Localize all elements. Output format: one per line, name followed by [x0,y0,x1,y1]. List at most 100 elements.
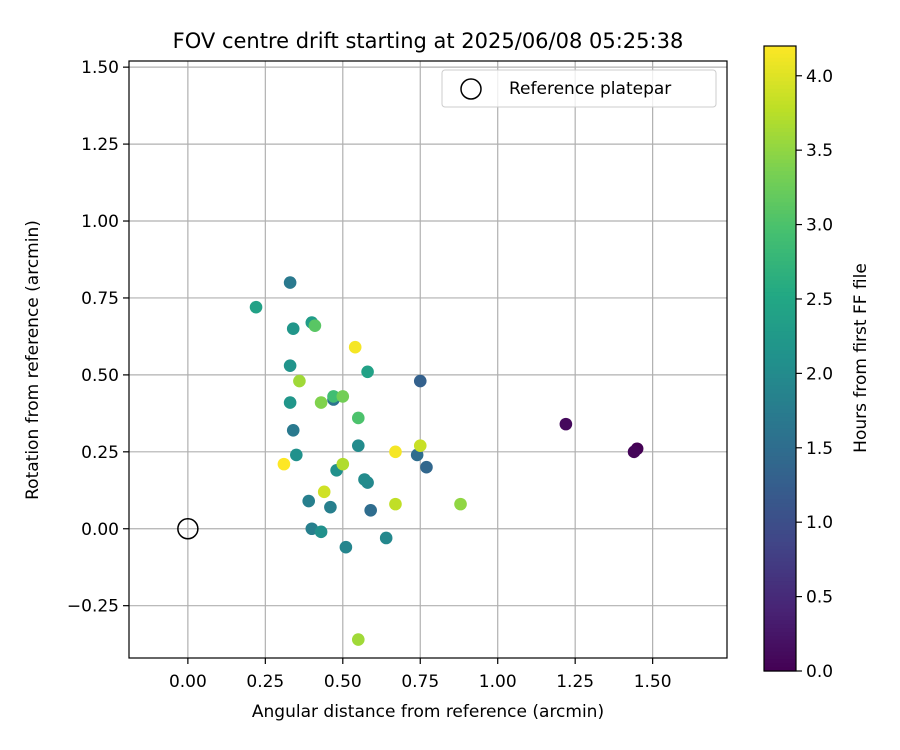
colorbar-ticks: 0.0 0.5 1.0 1.5 2.0 2.5 3.0 3.5 4.0 [796,67,833,682]
reference-point [177,518,199,540]
data-point [249,300,263,314]
data-point [286,423,300,437]
data-point [351,439,365,452]
data-point [351,411,365,425]
colorbar-strip [764,237,796,242]
colorbar-strip [764,588,796,594]
colorbar-strip [764,73,796,78]
colorbar-strip [764,358,796,364]
colorbar-strip [764,104,796,110]
colorbar-strip [764,581,796,586]
colorbar-strip [764,264,796,270]
colorbar-tick-label: 4.0 [806,67,833,87]
data-point [324,500,337,514]
colorbar-strip [764,362,796,367]
colorbar-strip [764,542,796,547]
colorbar-strip [764,565,796,571]
colorbar-strip [764,491,796,496]
colorbar-strip [764,202,796,207]
colorbar-strip [764,522,796,528]
colorbar-strip [764,307,796,313]
colorbar-strip [764,366,796,371]
colorbar-strip [764,506,796,512]
data-point [389,445,402,459]
colorbar-strip [764,463,796,469]
colorbar-strip [764,116,796,121]
colorbar-strip [764,573,796,578]
colorbar-strip [764,249,796,254]
colorbar-strip [764,526,796,531]
y-tick-label: 1.25 [81,135,119,155]
colorbar-label: Hours from first FF file [851,263,871,453]
colorbar-strip [764,338,796,344]
chart-title: FOV centre drift starting at 2025/06/08 … [173,29,684,53]
colorbar-strip [764,467,796,473]
colorbar-strip [764,417,796,422]
data-point [327,390,340,403]
legend-label-reference: Reference platepar [509,79,671,99]
data-point [339,540,353,554]
colorbar-strip [764,612,796,617]
y-tick-label: 1.50 [81,58,119,78]
colorbar-strip [764,147,796,153]
x-tick-label: 1.25 [556,672,594,692]
colorbar-strip [764,421,796,426]
colorbar-strip [764,77,796,82]
colorbar-strip [764,534,796,539]
colorbar-strip [764,428,796,434]
colorbar-strip [764,182,796,188]
colorbar-strip [764,456,796,461]
colorbar-strip [764,296,796,301]
data-point [302,494,316,508]
data-points [177,276,644,646]
legend-box [441,69,717,108]
legend-marker-reference [460,78,482,100]
colorbar-strip [764,61,796,67]
colorbar-strip [764,518,796,524]
colorbar-strip [764,471,796,477]
data-point [293,374,306,388]
colorbar-strip [764,319,796,324]
colorbar-strip [764,256,796,262]
colorbar-strip [764,299,796,305]
colorbar-strip [764,163,796,168]
colorbar-strip [764,159,796,164]
colorbar-strip [764,401,796,406]
colorbar-strip [764,440,796,446]
y-axis-ticks: −0.25 0.00 0.25 0.50 0.75 1.00 1.25 1.50 [67,58,129,617]
data-point [283,396,297,409]
colorbar-strip [764,128,796,133]
colorbar-strip [764,557,796,563]
colorbar-strip [764,213,796,219]
colorbar-strip [764,495,796,500]
colorbar-strip [764,81,796,86]
data-point [351,633,365,646]
colorbar-strip [764,190,796,196]
colorbar-strip [764,628,796,633]
colorbar-strip [764,600,796,606]
data-point [283,359,297,372]
colorbar-strip [764,424,796,430]
colorbar-strip [764,413,796,418]
colorbar-strip [764,655,796,660]
data-point [317,485,331,499]
data-point [283,276,297,289]
data-point [336,390,350,403]
colorbar-strip [764,178,796,184]
data-point [290,448,303,462]
colorbar-strip [764,229,796,235]
y-axis-label: Rotation from reference (arcmin) [23,220,43,500]
data-point [420,460,433,474]
colorbar-strip [764,346,796,352]
colorbar-strip [764,475,796,481]
colorbar-strip [764,131,796,137]
colorbar-strip [764,604,796,610]
y-tick-label: 0.50 [81,366,119,386]
colorbar-strip [764,370,796,375]
colorbar-strip [764,139,796,145]
colorbar-tick-label: 2.0 [806,364,833,384]
y-tick-label: 0.00 [81,520,119,540]
colorbar-strip [764,503,796,508]
colorbar-strip [764,335,796,340]
